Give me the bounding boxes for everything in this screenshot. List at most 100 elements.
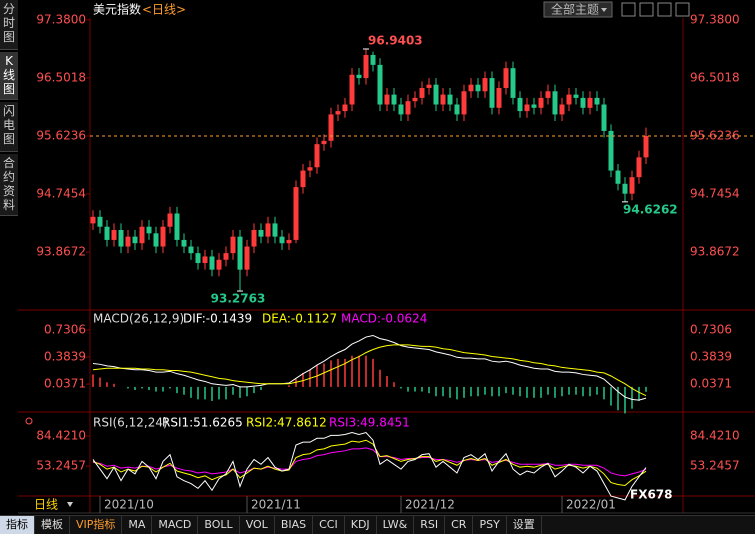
y-tick-label: 53.2457	[36, 458, 86, 472]
y-tick-label: 93.8672	[36, 245, 86, 259]
candle-body	[573, 94, 579, 98]
period-tag[interactable]: <日线>	[142, 3, 186, 17]
tool-icon[interactable]	[675, 2, 690, 17]
candle-body	[97, 216, 103, 227]
candle-body	[412, 97, 418, 102]
candle-body	[496, 87, 502, 108]
indicator-title: RSI(6,12,24)	[93, 416, 168, 430]
candle-body	[615, 170, 621, 184]
candle-body	[251, 230, 257, 247]
candle-body	[643, 135, 649, 158]
candle-body	[223, 253, 229, 260]
candle-body	[405, 101, 411, 115]
candle-body	[363, 54, 369, 79]
candle-body	[594, 97, 600, 105]
indicator-tab[interactable]: MACD	[152, 516, 199, 534]
candle-body	[307, 167, 313, 171]
indicator-tab[interactable]: CR	[445, 516, 474, 534]
candle-body	[447, 94, 453, 105]
candle-body	[160, 226, 166, 247]
candle-body	[321, 140, 327, 145]
series-line	[92, 334, 647, 401]
candle-body	[328, 114, 334, 141]
legend-entry: RSI1:51.6265	[162, 416, 243, 430]
y-tick-label: 0.0371	[44, 377, 86, 391]
watermark: FX678	[630, 488, 673, 502]
dropdown-arrow	[601, 8, 607, 12]
candle-body	[272, 223, 278, 237]
candle-body	[202, 256, 208, 264]
candle-body	[384, 94, 390, 105]
x-tick-label: 2021/12	[405, 498, 455, 512]
legend-entry: RSI3:49.8451	[329, 416, 410, 430]
candle-body	[181, 239, 187, 247]
candle-body	[286, 239, 292, 244]
candle-body	[195, 253, 201, 264]
candle-body	[398, 104, 404, 115]
candle-body	[503, 68, 509, 88]
tool-icon[interactable]	[639, 2, 654, 17]
period-label[interactable]: 日线	[34, 498, 58, 512]
candle-body	[349, 74, 355, 105]
theme-button[interactable]	[543, 1, 613, 18]
side-tab[interactable]: 闪电图	[0, 102, 18, 152]
candle-body	[377, 64, 383, 105]
candle-body	[538, 97, 544, 108]
y-tick-label: 53.2457	[690, 458, 740, 472]
candle-body	[531, 104, 537, 108]
legend-entry: MACD:-0.0624	[341, 312, 427, 326]
indicator-tab[interactable]: BOLL	[198, 516, 240, 534]
y-tick-label: 0.0371	[690, 377, 732, 391]
candle-body	[545, 91, 551, 98]
annotation-label: 94.6262	[623, 202, 678, 216]
dropdown-arrow	[67, 502, 73, 507]
indicator-tab[interactable]: 设置	[507, 516, 542, 534]
candle-body	[167, 213, 173, 227]
side-tab[interactable]: 分时图	[0, 0, 18, 50]
candle-body	[587, 97, 593, 108]
y-tick-label: 94.7454	[690, 186, 740, 200]
candle-body	[90, 216, 96, 224]
series-line	[92, 439, 647, 486]
candle-body	[125, 236, 131, 247]
legend-entry: DEA:-0.1127	[262, 312, 337, 326]
x-tick-label: 2021/11	[251, 498, 301, 512]
candle-body	[188, 246, 194, 254]
candle-body	[517, 97, 523, 112]
candle-body	[153, 233, 159, 247]
x-tick-label: 2022/01	[566, 498, 616, 512]
settings-dot[interactable]	[25, 417, 33, 425]
candle-body	[300, 170, 306, 188]
tool-icon[interactable]	[621, 2, 636, 17]
side-tab[interactable]: 合约资料	[0, 154, 18, 216]
indicator-tab[interactable]: MA	[122, 516, 153, 534]
tool-icon[interactable]	[657, 2, 672, 17]
indicator-tab[interactable]: VOL	[240, 516, 275, 534]
candle-body	[111, 230, 117, 240]
legend-entry: RSI2:47.8612	[246, 416, 327, 430]
indicator-tab[interactable]: RSI	[414, 516, 446, 534]
indicator-tab[interactable]: 模板	[35, 516, 70, 534]
y-tick-label: 96.5018	[690, 70, 740, 84]
y-tick-label: 84.4210	[36, 428, 86, 442]
theme-button-label[interactable]: 全部主题	[551, 2, 599, 17]
indicator-tab[interactable]: VIP指标	[70, 516, 123, 534]
candle-body	[440, 94, 446, 105]
y-tick-label: 97.3800	[690, 12, 740, 26]
y-tick-label: 94.7454	[36, 186, 86, 200]
indicator-tab[interactable]: PSY	[473, 516, 507, 534]
candle-body	[279, 236, 285, 244]
side-tab[interactable]: K线图	[0, 52, 18, 100]
indicator-tab[interactable]: 指标	[0, 516, 35, 534]
candle-body	[636, 157, 642, 178]
indicator-tab[interactable]: BIAS	[275, 516, 314, 534]
y-tick-label: 84.4210	[690, 428, 740, 442]
legend-entry: DIF:-0.1439	[183, 312, 252, 326]
candle-body	[342, 104, 348, 112]
indicator-tab[interactable]: LW&	[377, 516, 415, 534]
indicator-tab[interactable]: KDJ	[345, 516, 377, 534]
series-line	[92, 431, 647, 501]
indicator-tab[interactable]: CCI	[313, 516, 345, 534]
